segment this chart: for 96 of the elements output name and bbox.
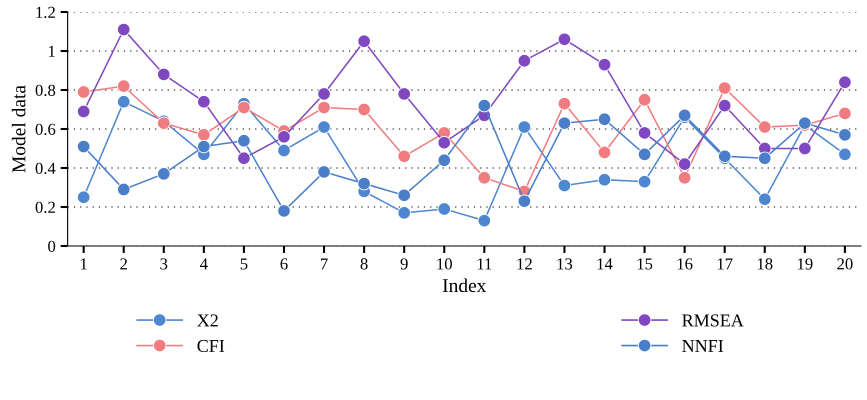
point <box>678 171 692 184</box>
point <box>558 178 572 192</box>
point <box>237 100 251 114</box>
point <box>558 96 572 110</box>
legend-label: NNFI <box>682 340 724 352</box>
point <box>197 128 211 142</box>
point <box>117 79 130 93</box>
point <box>277 144 291 158</box>
y-tick-label: 1 <box>48 46 55 57</box>
point <box>478 214 491 228</box>
x-tick-label: 1 <box>80 258 87 270</box>
point <box>117 182 130 196</box>
point <box>558 32 572 46</box>
point <box>638 174 652 188</box>
x-tick-label: 13 <box>558 258 572 270</box>
point <box>758 152 772 165</box>
point <box>157 68 170 82</box>
point <box>398 150 411 163</box>
y-tick-label: 0.2 <box>36 202 55 214</box>
x-tick-label: 7 <box>320 258 328 270</box>
point <box>317 87 331 101</box>
point <box>758 120 772 134</box>
point <box>798 142 812 156</box>
x-tick-label: 17 <box>718 258 733 270</box>
point <box>76 190 90 204</box>
point <box>598 58 612 72</box>
point <box>638 126 652 140</box>
point <box>678 157 692 171</box>
x-tick-label: 10 <box>437 258 452 270</box>
x-tick-label: 8 <box>360 258 368 270</box>
x-tick-label: 12 <box>518 258 532 270</box>
x-tick-label: 20 <box>837 258 853 270</box>
x-tick-label: 16 <box>678 258 692 270</box>
x-tick-label: 5 <box>240 258 248 270</box>
x-tick-label: 19 <box>798 258 812 270</box>
point <box>237 134 251 148</box>
y-tick-label: 0.4 <box>36 162 56 174</box>
point <box>838 128 852 142</box>
y-tick-label: 1.2 <box>36 6 55 18</box>
x-tick-label: 9 <box>400 258 408 270</box>
point <box>638 93 652 106</box>
point <box>838 76 852 89</box>
point <box>317 100 331 114</box>
point <box>758 192 772 206</box>
point <box>117 22 130 36</box>
x-tick-label: 6 <box>280 258 288 270</box>
point <box>598 173 612 186</box>
x-tick-label: 15 <box>638 258 652 270</box>
point <box>718 81 732 95</box>
y-tick-label: 0 <box>48 240 56 252</box>
point <box>357 34 371 48</box>
point <box>638 148 652 162</box>
x-axis-title: Index <box>442 278 486 292</box>
point <box>357 102 371 116</box>
point <box>438 154 451 167</box>
y-axis-title: Model data <box>12 85 26 172</box>
legend-label: X2 <box>197 314 218 326</box>
point <box>838 148 852 162</box>
point <box>76 104 90 118</box>
point <box>76 140 90 154</box>
point <box>76 85 90 99</box>
point <box>357 176 371 190</box>
point <box>317 120 331 134</box>
point <box>277 204 291 218</box>
point <box>438 202 451 216</box>
point <box>117 95 130 108</box>
x-tick-label: 11 <box>478 258 492 270</box>
point <box>277 130 291 144</box>
point <box>558 116 572 130</box>
point <box>317 165 331 179</box>
point <box>518 120 532 134</box>
x-tick-label: 2 <box>120 258 127 270</box>
point <box>518 54 532 68</box>
point <box>237 152 251 165</box>
x-tick-label: 3 <box>160 258 168 270</box>
point <box>197 140 211 154</box>
x-tick-label: 14 <box>598 258 613 270</box>
point <box>718 98 732 112</box>
point <box>598 146 612 160</box>
point <box>598 112 612 126</box>
point <box>398 206 411 220</box>
x-tick-label: 4 <box>200 258 208 270</box>
y-tick-label: 0.6 <box>36 124 56 136</box>
point <box>478 171 491 184</box>
point <box>157 167 170 181</box>
point <box>478 98 491 112</box>
point <box>398 188 411 202</box>
point <box>438 136 451 150</box>
point <box>197 95 211 108</box>
legend-label: RMSEA <box>682 314 744 327</box>
point <box>838 106 852 120</box>
y-tick-label: 0.8 <box>36 84 56 96</box>
point <box>518 194 532 208</box>
point <box>398 87 411 101</box>
legend-label: CFI <box>197 340 224 352</box>
x-tick-label: 18 <box>758 258 772 270</box>
